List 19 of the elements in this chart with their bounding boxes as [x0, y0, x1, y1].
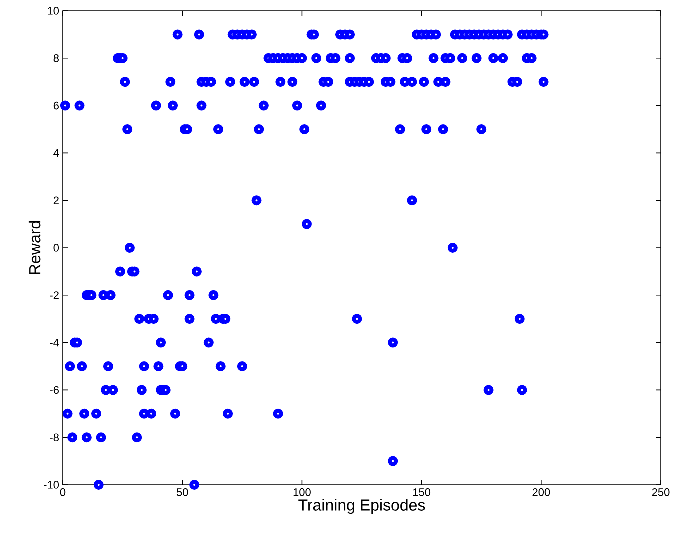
y-tick-label: 0 — [54, 244, 60, 252]
y-tick-label: 6 — [54, 102, 59, 110]
x-tick-label: 100 — [294, 488, 311, 496]
y-tick-label: 4 — [54, 149, 60, 157]
y-tick-label: -6 — [50, 386, 59, 394]
x-tick-label: 150 — [413, 488, 431, 496]
x-tick-label: 50 — [176, 488, 188, 496]
y-tick-label: -8 — [50, 434, 59, 442]
y-tick-label: -10 — [44, 481, 60, 489]
x-tick-label: 0 — [60, 488, 66, 496]
x-tick-label: 200 — [532, 488, 550, 496]
y-axis-title: Reward — [28, 221, 41, 274]
x-axis-title: Training Episodes — [298, 499, 426, 514]
y-tick-label: 2 — [54, 196, 59, 204]
y-tick-label: 8 — [54, 54, 59, 62]
y-tick-label: 10 — [48, 7, 60, 15]
y-tick-label: -4 — [50, 339, 60, 347]
x-tick-label: 250 — [652, 488, 670, 496]
y-tick-label: -2 — [50, 292, 59, 300]
